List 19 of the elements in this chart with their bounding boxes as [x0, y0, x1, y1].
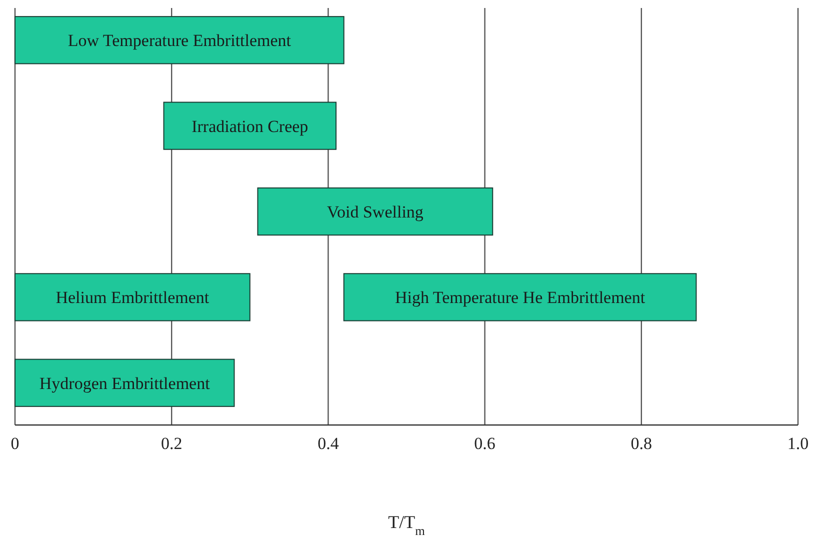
bar	[163, 102, 337, 150]
x-tick-label: 0.6	[474, 434, 496, 453]
bar	[343, 273, 697, 322]
x-tick-label: 0	[10, 434, 20, 453]
bar	[14, 358, 235, 407]
data-label: Irradiation Creep	[192, 116, 308, 136]
x-tick-label: 0.2	[160, 434, 182, 453]
bar	[14, 16, 344, 64]
x-tick-label: 0.8	[630, 434, 652, 453]
data-label: Hydrogen Embrittlement	[39, 374, 210, 393]
data-label: High Temperature He Embrittlement	[394, 288, 646, 308]
x-axis-title: T/T$_{m}$	[388, 512, 426, 538]
bar	[14, 273, 250, 322]
bar	[257, 187, 494, 236]
x-tick-label: 0.4	[318, 434, 340, 453]
x-tick-label: 1.0	[787, 434, 809, 453]
data-label: Void Swelling	[326, 202, 424, 222]
data-label: Helium Embrittlement	[56, 288, 210, 308]
data-label: Low Temperature Embrittlement	[68, 31, 292, 50]
